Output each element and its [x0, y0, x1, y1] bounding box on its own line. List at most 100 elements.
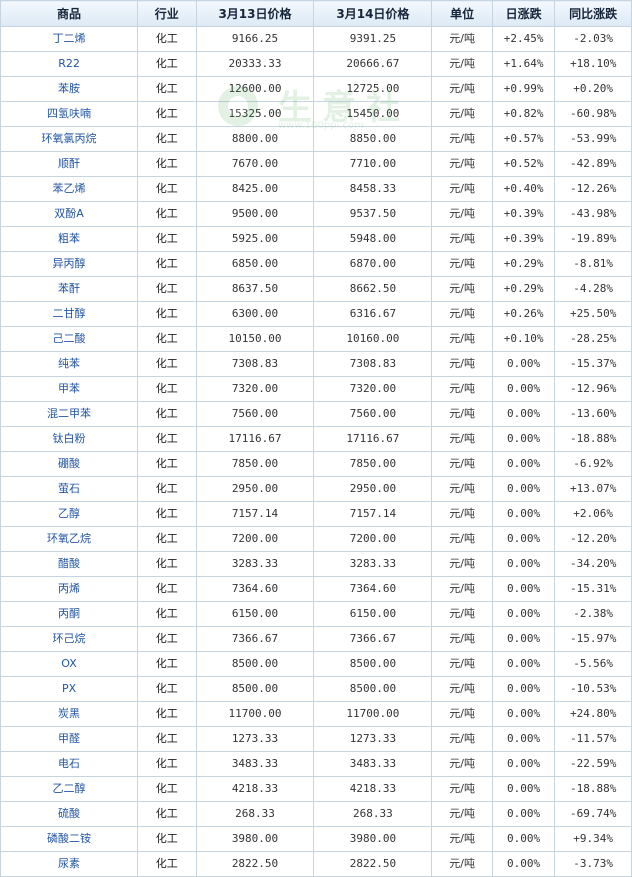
daily-change-cell: 0.00%	[491, 376, 556, 402]
industry-cell: 化工	[137, 376, 197, 402]
unit-cell: 元/吨	[431, 726, 493, 752]
table-row: 乙二醇 化工 4218.33 4218.33 元/吨 0.00% -18.88%	[0, 776, 632, 802]
unit-cell: 元/吨	[431, 101, 493, 127]
commodity-name-link[interactable]: 己二酸	[0, 326, 139, 352]
header-price-mar14[interactable]: 3月14日价格	[313, 0, 433, 27]
commodity-name-link[interactable]: 四氢呋喃	[0, 101, 139, 127]
price-mar14-cell: 3980.00	[313, 826, 433, 852]
daily-change-cell: 0.00%	[491, 751, 556, 777]
commodity-name-link[interactable]: 硫酸	[0, 801, 139, 827]
daily-change-cell: 0.00%	[491, 651, 556, 677]
unit-cell: 元/吨	[431, 426, 493, 452]
price-mar14-cell: 20666.67	[313, 51, 433, 77]
daily-change-cell: 0.00%	[491, 401, 556, 427]
yoy-change-cell: -43.98%	[554, 201, 632, 227]
commodity-name-link[interactable]: 乙醇	[0, 501, 139, 527]
yoy-change-cell: -34.20%	[554, 551, 632, 577]
commodity-name-link[interactable]: 炭黑	[0, 701, 139, 727]
unit-cell: 元/吨	[431, 626, 493, 652]
commodity-name-link[interactable]: 环己烷	[0, 626, 139, 652]
daily-change-cell: 0.00%	[491, 551, 556, 577]
industry-cell: 化工	[137, 701, 197, 727]
table-row: 四氢呋喃 化工 15325.00 15450.00 元/吨 +0.82% -60.98%	[0, 101, 632, 127]
price-mar14-cell: 6316.67	[313, 301, 433, 327]
daily-change-cell: 0.00%	[491, 851, 556, 877]
yoy-change-cell: -22.59%	[554, 751, 632, 777]
table-row: 丙烯 化工 7364.60 7364.60 元/吨 0.00% -15.31%	[0, 576, 632, 602]
commodity-name-link[interactable]: 甲醛	[0, 726, 139, 752]
daily-change-cell: +0.39%	[491, 201, 556, 227]
table-row: 尿素 化工 2822.50 2822.50 元/吨 0.00% -3.73%	[0, 851, 632, 877]
table-row: PX 化工 8500.00 8500.00 元/吨 0.00% -10.53%	[0, 676, 632, 702]
commodity-name-link[interactable]: 混二甲苯	[0, 401, 139, 427]
commodity-name-link[interactable]: 异丙醇	[0, 251, 139, 277]
commodity-name-link[interactable]: 钛白粉	[0, 426, 139, 452]
price-mar13-cell: 6300.00	[195, 301, 315, 327]
yoy-change-cell: -3.73%	[554, 851, 632, 877]
daily-change-cell: 0.00%	[491, 776, 556, 802]
price-mar14-cell: 9537.50	[313, 201, 433, 227]
commodity-name-link[interactable]: 乙二醇	[0, 776, 139, 802]
commodity-name-link[interactable]: R22	[0, 51, 139, 77]
commodity-name-link[interactable]: 尿素	[0, 851, 139, 877]
header-commodity[interactable]: 商品	[0, 0, 139, 27]
unit-cell: 元/吨	[431, 801, 493, 827]
unit-cell: 元/吨	[431, 601, 493, 627]
price-mar14-cell: 12725.00	[313, 76, 433, 102]
price-mar13-cell: 12600.00	[195, 76, 315, 102]
price-mar13-cell: 3283.33	[195, 551, 315, 577]
unit-cell: 元/吨	[431, 526, 493, 552]
industry-cell: 化工	[137, 401, 197, 427]
daily-change-cell: 0.00%	[491, 701, 556, 727]
yoy-change-cell: -19.89%	[554, 226, 632, 252]
price-mar13-cell: 5925.00	[195, 226, 315, 252]
yoy-change-cell: +13.07%	[554, 476, 632, 502]
unit-cell: 元/吨	[431, 26, 493, 52]
commodity-name-link[interactable]: 丁二烯	[0, 26, 139, 52]
yoy-change-cell: -60.98%	[554, 101, 632, 127]
industry-cell: 化工	[137, 351, 197, 377]
price-mar13-cell: 2950.00	[195, 476, 315, 502]
table-row: 电石 化工 3483.33 3483.33 元/吨 0.00% -22.59%	[0, 751, 632, 777]
commodity-name-link[interactable]: 丙酮	[0, 601, 139, 627]
industry-cell: 化工	[137, 751, 197, 777]
header-industry[interactable]: 行业	[137, 0, 197, 27]
header-yoy-change[interactable]: 同比涨跌	[554, 0, 632, 27]
yoy-change-cell: -6.92%	[554, 451, 632, 477]
commodity-name-link[interactable]: 双酚A	[0, 201, 139, 227]
commodity-name-link[interactable]: 硼酸	[0, 451, 139, 477]
commodity-name-link[interactable]: 萤石	[0, 476, 139, 502]
price-mar14-cell: 3283.33	[313, 551, 433, 577]
commodity-name-link[interactable]: 磷酸二铵	[0, 826, 139, 852]
commodity-name-link[interactable]: 苯胺	[0, 76, 139, 102]
daily-change-cell: 0.00%	[491, 476, 556, 502]
industry-cell: 化工	[137, 626, 197, 652]
price-mar14-cell: 9391.25	[313, 26, 433, 52]
commodity-name-link[interactable]: 丙烯	[0, 576, 139, 602]
table-row: 双酚A 化工 9500.00 9537.50 元/吨 +0.39% -43.98%	[0, 201, 632, 227]
commodity-name-link[interactable]: 纯苯	[0, 351, 139, 377]
price-mar14-cell: 8458.33	[313, 176, 433, 202]
commodity-name-link[interactable]: 环氧乙烷	[0, 526, 139, 552]
header-unit[interactable]: 单位	[431, 0, 493, 27]
header-price-mar13[interactable]: 3月13日价格	[195, 0, 315, 27]
price-mar14-cell: 6150.00	[313, 601, 433, 627]
commodity-name-link[interactable]: 电石	[0, 751, 139, 777]
commodity-name-link[interactable]: 顺酐	[0, 151, 139, 177]
price-mar13-cell: 6150.00	[195, 601, 315, 627]
commodity-name-link[interactable]: 苯乙烯	[0, 176, 139, 202]
commodity-name-link[interactable]: 醋酸	[0, 551, 139, 577]
commodity-name-link[interactable]: 甲苯	[0, 376, 139, 402]
unit-cell: 元/吨	[431, 251, 493, 277]
yoy-change-cell: -15.37%	[554, 351, 632, 377]
yoy-change-cell: -2.03%	[554, 26, 632, 52]
commodity-name-link[interactable]: 环氧氯丙烷	[0, 126, 139, 152]
commodity-name-link[interactable]: 二甘醇	[0, 301, 139, 327]
commodity-name-link[interactable]: OX	[0, 651, 139, 677]
header-daily-change[interactable]: 日涨跌	[491, 0, 556, 27]
unit-cell: 元/吨	[431, 201, 493, 227]
commodity-name-link[interactable]: 粗苯	[0, 226, 139, 252]
commodity-name-link[interactable]: 苯酐	[0, 276, 139, 302]
commodity-name-link[interactable]: PX	[0, 676, 139, 702]
daily-change-cell: +0.82%	[491, 101, 556, 127]
